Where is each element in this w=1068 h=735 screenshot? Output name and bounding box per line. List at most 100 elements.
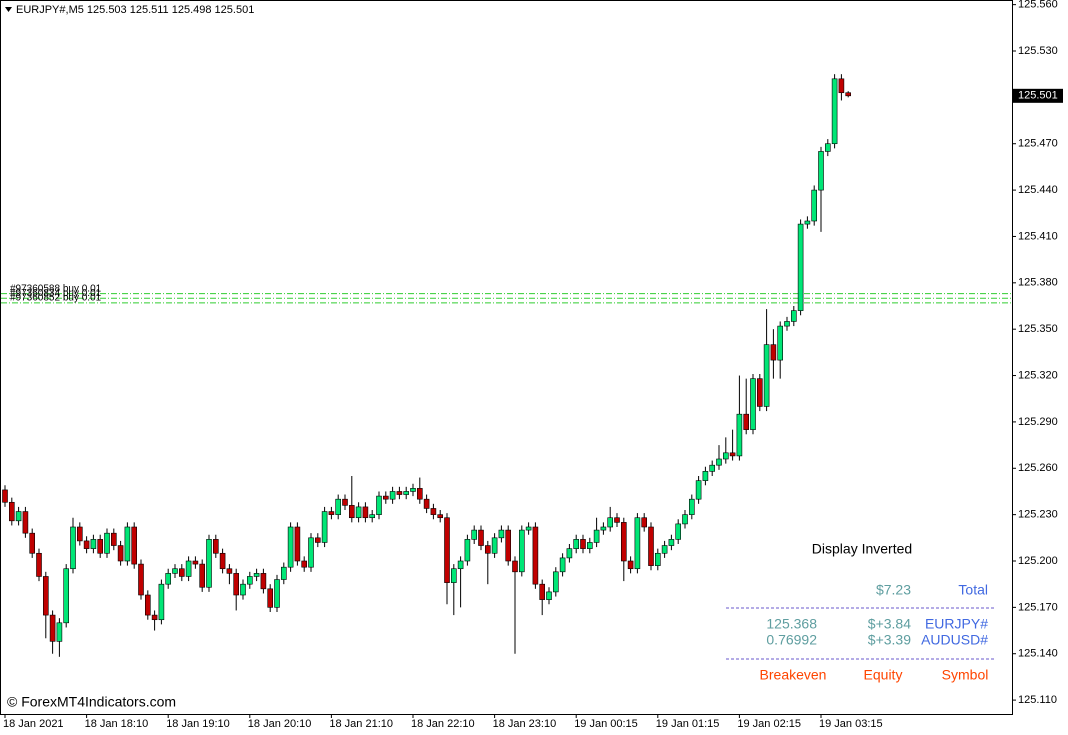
candle-body (471, 529, 478, 540)
candle-body (845, 92, 852, 97)
candle-body (9, 501, 15, 522)
candle-body (620, 522, 627, 562)
candle-body (484, 545, 491, 554)
candle-body (362, 506, 369, 519)
candle-body (274, 579, 280, 608)
candle-body (396, 491, 403, 495)
candle-body (797, 223, 804, 311)
candle-body (525, 526, 532, 531)
candle-body (308, 537, 314, 568)
x-tick-label: 19 Jan 01:15 (656, 718, 720, 730)
panel-title: Display Inverted (812, 541, 912, 557)
candle-body (219, 552, 226, 570)
candle-body (518, 529, 525, 573)
x-tick-label: 18 Jan 21:10 (329, 718, 393, 730)
order-label: #97360834 buy 0.01 (10, 288, 102, 299)
candle-body (49, 614, 56, 642)
y-tick-label: 125.410 (1018, 230, 1058, 242)
x-tick-label: 19 Jan 00:15 (574, 718, 638, 730)
candle-body (172, 568, 178, 574)
panel-cell: 0.76992 (766, 632, 817, 648)
candle-body (743, 413, 750, 430)
candle-body (335, 498, 342, 515)
x-tick-label: 18 Jan 23:10 (493, 718, 557, 730)
candle-body (614, 517, 620, 523)
candle-body (15, 511, 22, 522)
candle-body (287, 526, 294, 568)
candle-body (382, 495, 389, 500)
candle-body (770, 344, 777, 361)
candle-body (213, 539, 219, 554)
candle-body (668, 539, 675, 546)
candle-body (328, 511, 335, 515)
candle-body (784, 321, 790, 327)
candle-body (634, 517, 641, 570)
candle-body (416, 488, 423, 500)
panel-cell: $+3.84 (868, 616, 911, 632)
header-icon (5, 7, 12, 12)
chart-title: EURJPY#,M5 125.503 125.511 125.498 125.5… (16, 4, 254, 16)
x-tick-label: 19 Jan 02:15 (737, 718, 801, 730)
candle-body (641, 517, 648, 528)
x-tick-label: 18 Jan 20:10 (248, 718, 312, 730)
y-tick-label: 125.320 (1018, 369, 1058, 381)
candle-body (280, 566, 287, 580)
candle-body (464, 539, 471, 562)
candle-body (478, 529, 484, 546)
x-tick-label: 18 Jan 19:10 (166, 718, 230, 730)
candle-body (709, 464, 716, 472)
candle-body (790, 310, 797, 322)
candle-body (430, 508, 437, 515)
candle-body (777, 325, 784, 361)
candle-body (138, 563, 144, 596)
panel-total-label: Total (958, 582, 988, 598)
candle-body (403, 491, 410, 495)
candle-body (70, 526, 76, 570)
candle-body (444, 517, 450, 583)
candle-body (410, 488, 416, 492)
candle-body (124, 526, 131, 562)
candle-body (267, 588, 274, 608)
y-tick-label: 125.260 (1018, 462, 1058, 474)
candle-body (199, 563, 205, 588)
candle-body (661, 545, 668, 554)
x-tick-label: 18 Jan 2021 (3, 718, 64, 730)
candle-body (247, 576, 253, 585)
candle-body (240, 583, 246, 596)
candle-body (811, 189, 818, 222)
watermark: © ForexMT4Indicators.com (7, 694, 176, 710)
candle-body (301, 560, 308, 568)
candle-body (607, 517, 614, 528)
y-tick-label: 125.380 (1018, 277, 1058, 289)
y-tick-label: 125.530 (1018, 45, 1058, 57)
candle-body (226, 568, 233, 574)
candle-body (321, 511, 328, 543)
candle-body (498, 529, 505, 539)
candle-body (566, 548, 573, 559)
candle-body (179, 568, 185, 577)
candle-body (600, 526, 607, 531)
candle-body (593, 529, 600, 543)
candle-body (42, 576, 49, 616)
candle-body (532, 526, 539, 585)
candle-body (586, 542, 593, 549)
candle-body (369, 514, 376, 519)
candle-body (233, 573, 239, 596)
candle-body (185, 560, 192, 577)
candle-body (376, 495, 382, 515)
panel-header: Symbol (942, 667, 989, 683)
candle-body (804, 220, 811, 225)
order-label: #97360588 buy 0.01 (10, 283, 102, 294)
candle-body (206, 539, 212, 588)
y-tick-label: 125.560 (1018, 0, 1058, 11)
panel-header: Equity (864, 667, 903, 683)
candle-body (688, 498, 695, 515)
candle-body (450, 568, 457, 583)
candle-body (158, 583, 165, 621)
candle-body (77, 526, 83, 542)
panel-cell: EURJPY# (925, 616, 988, 632)
candle-body (763, 344, 770, 407)
candle-body (736, 413, 743, 457)
candle-body (716, 458, 722, 466)
